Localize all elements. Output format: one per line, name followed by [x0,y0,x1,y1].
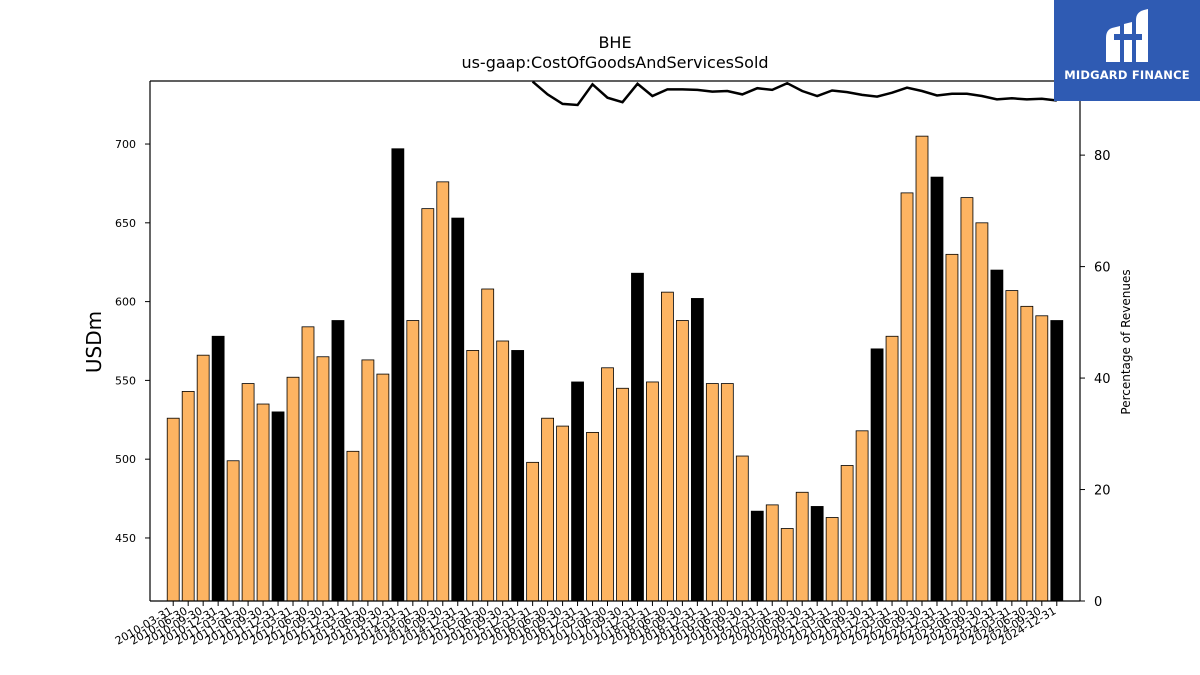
bar [496,340,510,602]
bar [795,491,809,602]
bar [271,411,285,602]
bar [376,373,390,602]
bar [481,288,495,602]
y-axis-label: USDm [82,311,106,373]
y-tick-label: 550 [115,374,136,387]
bar [990,269,1004,602]
bar [511,350,525,602]
bar [301,326,315,602]
bar [705,383,719,602]
bar [406,320,420,602]
bar [616,387,629,602]
bars-group [166,135,1064,602]
bar [451,217,465,602]
bar [750,510,764,602]
bar [466,350,480,602]
bar [646,381,659,602]
bar [915,135,929,602]
percentage-line-group [531,80,1057,107]
bar [421,208,435,602]
bar [825,517,839,602]
chart-subtitle: us-gaap:CostOfGoodsAndServicesSold [461,53,768,72]
logo-mark-icon [1106,9,1148,62]
y2-tick-label: 0 [1094,595,1102,610]
bar [631,272,644,602]
bar [945,253,959,602]
bar [286,376,300,602]
bar [690,298,704,602]
bar [661,291,674,602]
bar [720,383,734,602]
bar [676,320,689,602]
bar [1050,320,1064,602]
bar [436,181,450,602]
bar [870,348,884,602]
bar [885,335,899,602]
bar [316,356,330,602]
bar [256,403,270,602]
y2-tick-label: 80 [1094,149,1111,164]
bar [331,320,345,602]
y-tick-label: 700 [115,138,136,151]
bar [211,335,225,602]
y-tick-label: 500 [115,453,136,466]
bar [810,506,824,602]
bar [241,383,255,602]
bar [1020,305,1034,602]
chart-title: BHE [598,33,631,52]
bar [526,461,540,602]
bar [855,430,869,602]
bar [196,354,210,602]
y-tick-label: 650 [115,217,136,230]
y2-tick-label: 20 [1094,484,1111,499]
y2-axis-label: Percentage of Revenues [1119,269,1133,414]
bar [601,367,614,602]
bar [900,192,914,602]
bar [541,417,554,602]
percentage-line [531,80,1057,107]
bar [780,528,794,602]
brand-name: MIDGARD FINANCE [1064,68,1190,82]
bar [346,450,360,602]
bar [765,504,779,602]
bar [1035,315,1049,602]
y-tick-label: 600 [115,296,136,309]
bar [361,359,375,602]
bar [930,176,944,602]
brand-logo: MIDGARD FINANCE [1054,0,1200,101]
bar [166,417,180,602]
bar [586,431,599,602]
bar [1005,290,1019,602]
bar [960,197,974,602]
bar [571,381,584,602]
y-tick-label: 450 [115,532,136,545]
bar [840,465,854,602]
bar [975,222,989,602]
y2-tick-label: 40 [1094,372,1111,387]
axes-group: 4505005506006507000204060802010-03-31201… [113,80,1111,648]
y2-tick-label: 60 [1094,261,1111,276]
bar [181,391,195,602]
bar [735,455,749,602]
bar [226,460,240,602]
bar [391,148,405,602]
bar [556,425,569,602]
